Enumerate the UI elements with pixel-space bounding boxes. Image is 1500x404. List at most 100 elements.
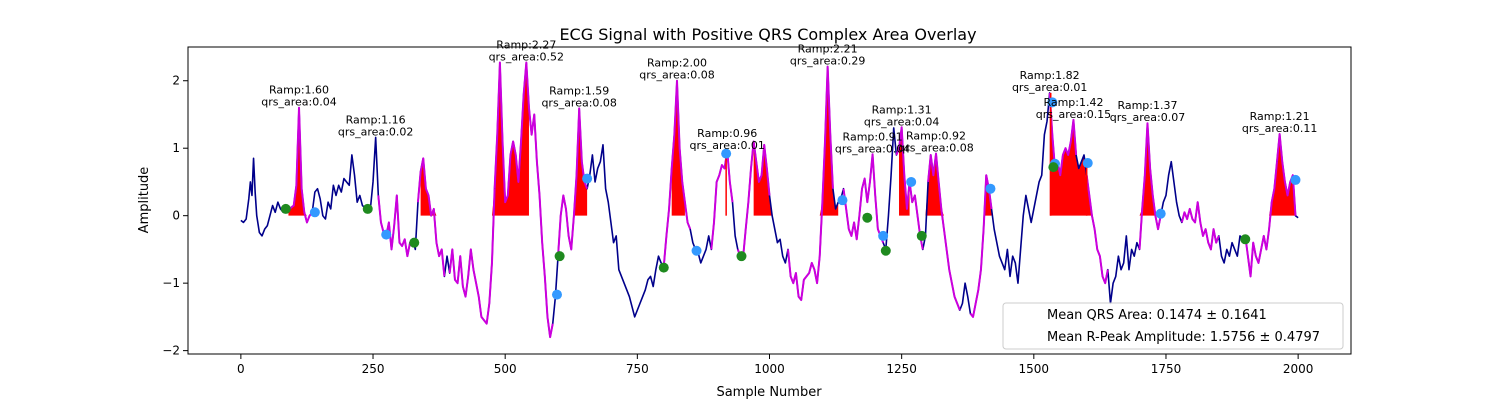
x-tick-label-0: 0 [237,362,245,376]
annotation-ramp-7: Ramp:0.91 [843,130,903,143]
qrs-offset-marker-1 [381,229,392,240]
annotation-qrs-area-5: qrs_area:0.01 [689,139,764,152]
qrs-onset-marker-10 [1240,234,1251,245]
qrs-onset-marker-3 [554,251,565,262]
qrs-onset-marker-7 [880,245,891,256]
qrs-onset-marker-4 [658,262,669,273]
annotation-qrs-area-3: qrs_area:0.08 [541,96,616,109]
annotation-ramp-2: Ramp:2.27 [496,39,556,52]
annotation-qrs-area-6: qrs_area:0.29 [790,55,865,68]
annotation-qrs-area-1: qrs_area:0.02 [338,125,413,138]
axis-ticks: 0 250 500 750 1000 1250 1500 1750 2000 −2 −1 0 1 2 [162,74,1313,376]
annotation-ramp-5: Ramp:0.96 [697,127,757,140]
qrs-onset-marker-0 [280,203,291,214]
x-axis-label: Sample Number [716,385,822,400]
x-tick-label-4: 1000 [754,362,785,376]
legend: Mean QRS Area: 0.1474 ± 0.1641 Mean R-Pe… [1002,302,1344,350]
qrs-segment-12 [927,152,961,311]
x-tick-label-5: 1250 [886,362,917,376]
y-tick-label-1: −1 [162,276,180,290]
qrs-offset-marker-4 [691,245,702,256]
annotation-ramp-3: Ramp:1.59 [549,84,609,97]
annotation-ramp-10: Ramp:1.82 [1020,69,1080,82]
annotation-ramp-12: Ramp:1.37 [1117,99,1177,112]
plot-area: Ramp:1.60qrs_area:0.04Ramp:1.16qrs_area:… [240,39,1317,339]
qrs-area-fill-2 [462,62,529,216]
qrs-onset-marker-9 [1048,162,1059,173]
qrs-segment-5 [557,107,589,257]
annotation-qrs-area-12: qrs_area:0.07 [1110,111,1185,124]
qrs-offset-marker-7 [878,230,889,241]
qrs-offset-marker-13 [1155,208,1166,219]
qrs-offset-marker-2 [551,289,562,300]
qrs-offset-marker-10 [1047,97,1058,108]
annotation-qrs-area-11: qrs_area:0.15 [1036,108,1111,121]
qrs-offset-marker-3 [582,173,593,184]
qrs-segment-2 [416,157,446,277]
annotation-qrs-area-9: qrs_area:0.08 [898,142,973,155]
x-tick-label-8: 2000 [1283,362,1314,376]
qrs-onset-marker-2 [409,237,420,248]
qrs-onset-marker-5 [736,251,747,262]
chart-title: ECG Signal with Positive QRS Complex Are… [559,25,976,44]
annotation-qrs-area-8: qrs_area:0.04 [864,115,939,128]
qrs-onset-marker-6 [862,212,873,223]
annotation-ramp-1: Ramp:1.16 [346,113,406,126]
qrs-offset-marker-9 [985,183,996,194]
qrs-segment-15 [1085,175,1109,285]
qrs-segment-1 [377,194,414,258]
qrs-segment-17 [1180,201,1220,251]
legend-entry-mean-qrs-area: Mean QRS Area: 0.1474 ± 0.1641 [1047,308,1267,323]
annotation-qrs-area-7: qrs_area:0.04 [835,142,910,155]
qrs-area-fill-7 [920,153,944,216]
annotation-qrs-area-13: qrs_area:0.11 [1242,122,1317,135]
qrs-onset-marker-8 [916,230,927,241]
qrs-offset-marker-0 [309,207,320,218]
legend-entry-mean-r-peak-amplitude: Mean R-Peak Amplitude: 1.5756 ± 0.4797 [1047,330,1320,345]
annotation-qrs-area-0: qrs_area:0.04 [261,96,336,109]
qrs-segment-14 [1048,92,1078,177]
qrs-segment-7 [710,149,734,250]
y-tick-label-0: −2 [162,344,180,358]
annotation-ramp-8: Ramp:1.31 [872,103,932,116]
qrs-segment-16 [1138,122,1162,250]
qrs-segment-10 [842,153,885,244]
x-tick-label-6: 1500 [1019,362,1050,376]
qrs-offset-marker-8 [906,176,917,187]
annotation-qrs-area-10: qrs_area:0.01 [1012,81,1087,94]
annotation-ramp-13: Ramp:1.21 [1250,110,1310,123]
qrs-segment-3 [448,188,496,325]
x-tick-label-3: 750 [626,362,649,376]
qrs-segment-4 [493,61,554,339]
qrs-area-fill-5 [753,66,839,216]
qrs-offset-marker-6 [837,195,848,206]
qrs-offset-marker-12 [1082,158,1093,169]
qrs-segment-6 [662,79,692,267]
qrs-area-fill-6 [899,127,910,216]
qrs-area-fill-8 [949,175,992,216]
y-tick-label-2: 0 [172,209,180,223]
y-axis-label: Amplitude [137,167,152,234]
annotation-ramp-11: Ramp:1.42 [1043,96,1103,109]
annotation-qrs-area-2: qrs_area:0.52 [489,51,564,64]
annotation-ramp-4: Ramp:2.00 [647,57,707,70]
qrs-offset-marker-14 [1290,174,1301,185]
annotation-qrs-area-4: qrs_area:0.08 [639,69,714,82]
qrs-area-fill-11 [1255,134,1296,216]
qrs-offset-marker-5 [721,148,732,159]
qrs-segment-18 [1244,161,1278,278]
qrs-area-fill-10 [1136,123,1161,216]
x-tick-label-7: 1750 [1151,362,1182,376]
qrs-area-fill-0 [288,107,310,216]
annotation-ramp-9: Ramp:0.92 [906,130,966,143]
legend-box [1002,302,1344,350]
qrs-segment-9 [787,65,834,302]
qrs-area-fill-3 [571,108,588,216]
y-tick-label-3: 1 [172,141,180,155]
y-tick-label-4: 2 [172,74,180,88]
annotation-ramp-6: Ramp:2.21 [798,43,858,56]
x-tick-label-1: 250 [362,362,385,376]
qrs-area-fill-9 [1049,92,1092,216]
